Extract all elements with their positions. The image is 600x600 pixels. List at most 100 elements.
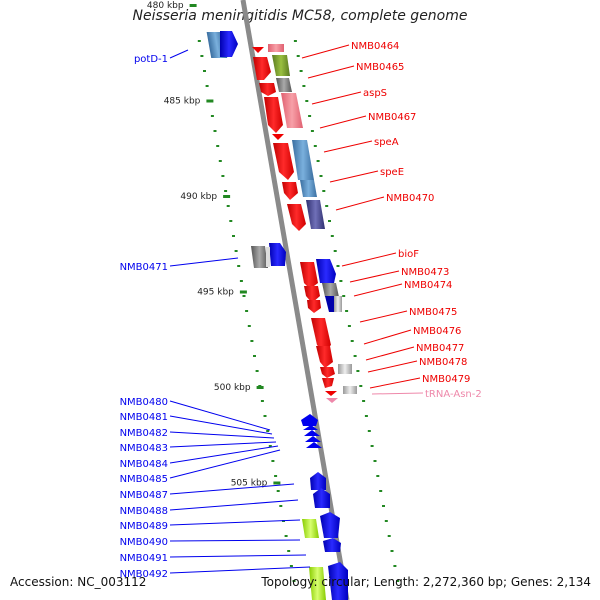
gene-small-red-1[interactable] xyxy=(272,134,284,140)
gene-label-left[interactable]: NMB0484 xyxy=(120,459,168,470)
accession-label: Accession: NC_003112 xyxy=(10,575,147,589)
gene-label-right[interactable]: NMB0465 xyxy=(356,62,404,73)
leader-line xyxy=(169,539,301,542)
tick-mark xyxy=(256,386,264,389)
track-dot xyxy=(255,370,259,372)
track-dot xyxy=(330,235,334,237)
gene-labels: potD-1 NMB0471 NMB0480 NMB0481 NMB0482 NMB048… xyxy=(120,41,482,580)
gene-NMB0488[interactable] xyxy=(313,488,330,508)
gene-cluster-NMB0480-0485[interactable] xyxy=(301,414,322,448)
leader-line xyxy=(329,170,379,183)
track-dot xyxy=(221,175,225,177)
leader-line xyxy=(353,283,403,297)
gene-label-left[interactable]: NMB0487 xyxy=(120,490,168,501)
track-dot xyxy=(237,265,241,267)
gene-label-left[interactable]: NMB0482 xyxy=(120,428,168,439)
gene-NMB0490[interactable] xyxy=(323,538,341,552)
gene-label-left[interactable]: NMB0491 xyxy=(120,553,168,564)
gene-NMB0464[interactable] xyxy=(252,44,284,53)
gene-label-left[interactable]: NMB0488 xyxy=(120,506,168,517)
gene-label-right[interactable]: NMB0478 xyxy=(419,357,467,368)
leader-line xyxy=(307,65,355,79)
gene-label-right[interactable]: speE xyxy=(380,167,404,178)
gene-label-right[interactable]: NMB0475 xyxy=(409,307,457,318)
gene-label-right[interactable]: NMB0474 xyxy=(404,280,452,291)
gene-label-right[interactable]: aspS xyxy=(363,88,387,99)
leader-line xyxy=(311,91,362,105)
track-dot xyxy=(299,70,303,72)
gene-speA[interactable] xyxy=(273,140,314,180)
track-dot xyxy=(284,535,288,537)
track-dot xyxy=(296,55,300,57)
gene-label-right[interactable]: NMB0476 xyxy=(413,326,461,337)
gene-label-right[interactable]: speA xyxy=(374,137,399,148)
track-dot xyxy=(224,190,228,192)
gene-aspS[interactable] xyxy=(259,78,292,96)
gene-NMB0474[interactable] xyxy=(307,296,342,313)
gene-label-left[interactable]: NMB0480 xyxy=(120,397,168,408)
gene-NMB0471[interactable] xyxy=(251,243,286,268)
gene-label-left[interactable]: NMB0481 xyxy=(120,412,168,423)
track-dot xyxy=(293,40,297,42)
genome-info-label: Topology: circular; Length: 2,272,360 bp… xyxy=(261,575,591,589)
gene-NMB0487[interactable] xyxy=(310,472,326,490)
gene-label-left[interactable]: NMB0471 xyxy=(120,262,168,273)
gene-NMB0479[interactable] xyxy=(325,386,357,396)
track-dot xyxy=(345,310,349,312)
gene-NMB0470[interactable] xyxy=(287,200,325,231)
track-dot xyxy=(353,355,357,357)
leader-line xyxy=(169,519,301,526)
gene-bioF[interactable] xyxy=(300,259,336,289)
gene-label-left[interactable]: NMB0485 xyxy=(120,474,168,485)
gene-label-right[interactable]: NMB0470 xyxy=(386,193,434,204)
gene-NMB0475[interactable] xyxy=(311,318,331,352)
gene-speE[interactable] xyxy=(282,180,317,200)
leader-line xyxy=(169,499,299,511)
track-dot xyxy=(287,550,291,552)
leader-line xyxy=(169,566,311,574)
gene-label-right[interactable]: NMB0473 xyxy=(401,267,449,278)
leader-line xyxy=(169,445,279,464)
gene-label-left[interactable]: NMB0483 xyxy=(120,443,168,454)
gene-label-right[interactable]: NMB0467 xyxy=(368,112,416,123)
track-dot xyxy=(226,205,230,207)
leader-line xyxy=(169,483,295,495)
leader-line xyxy=(169,431,275,439)
map-title: Neisseria meningitidis MC58, complete ge… xyxy=(132,8,468,24)
gene-NMB0467[interactable] xyxy=(264,93,303,133)
gene-tRNA-Asn-2[interactable] xyxy=(326,398,338,403)
gene-label-right[interactable]: NMB0464 xyxy=(351,41,399,52)
gene-label-right[interactable]: NMB0477 xyxy=(416,343,464,354)
gene-label-left[interactable]: NMB0490 xyxy=(120,537,168,548)
track-dot xyxy=(247,325,251,327)
gene-label-left[interactable]: NMB0489 xyxy=(120,521,168,532)
gene-label-right[interactable]: bioF xyxy=(398,249,419,260)
gene-NMB0473[interactable] xyxy=(304,283,339,303)
gene-potD-1[interactable] xyxy=(206,31,238,58)
gene-label-right[interactable]: NMB0479 xyxy=(422,374,470,385)
track-dot xyxy=(370,445,374,447)
gene-label-left[interactable]: potD-1 xyxy=(134,54,168,65)
gene-NMB0465[interactable] xyxy=(253,55,290,80)
track-dot xyxy=(292,580,296,582)
track-dot xyxy=(333,250,337,252)
tick-mark xyxy=(189,4,197,7)
gene-NMB0476[interactable] xyxy=(316,346,333,368)
gene-NMB0489[interactable] xyxy=(302,512,340,538)
track-dot xyxy=(336,265,340,267)
gene-NMB0492[interactable] xyxy=(309,562,348,600)
gene-label-left[interactable]: NMB0492 xyxy=(120,569,168,580)
track-dot xyxy=(313,145,317,147)
track-dot xyxy=(356,370,360,372)
leader-line xyxy=(169,400,271,431)
gene-NMB0477[interactable] xyxy=(320,364,352,378)
track-dot xyxy=(339,280,343,282)
leader-line xyxy=(169,415,273,435)
tick-mark xyxy=(239,290,247,294)
gene-NMB0478[interactable] xyxy=(322,378,334,388)
tick-label: 485 kbp xyxy=(164,97,201,107)
gene-label-right[interactable]: tRNA-Asn-2 xyxy=(425,389,482,400)
track-dot xyxy=(396,580,400,582)
leader-line xyxy=(169,441,277,448)
